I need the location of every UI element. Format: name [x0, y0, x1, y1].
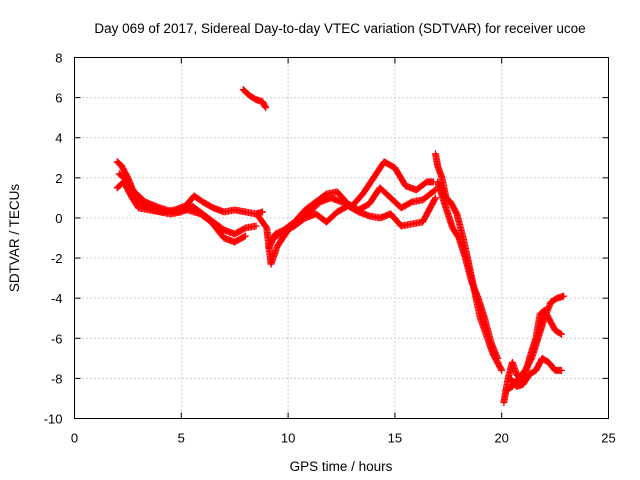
y-tick-label: 8	[55, 51, 62, 66]
x-tick-label: 10	[281, 431, 295, 446]
y-tick-label: -4	[51, 291, 63, 306]
y-axis-label: SDTVAR / TECUs	[7, 184, 22, 293]
data-point	[258, 208, 266, 216]
y-tick-label: 6	[55, 91, 62, 106]
data-point	[558, 330, 566, 338]
data-point	[497, 365, 505, 373]
data-point	[556, 329, 564, 337]
data-point	[262, 104, 270, 112]
data-point	[493, 354, 501, 362]
x-tick-label: 15	[388, 431, 402, 446]
x-tick-label: 20	[494, 431, 508, 446]
data-point	[252, 222, 260, 230]
y-tick-label: 2	[55, 171, 62, 186]
chart-title: Day 069 of 2017, Sidereal Day-to-day VTE…	[94, 21, 585, 36]
y-tick-label: -6	[51, 331, 63, 346]
data-point	[560, 292, 568, 300]
x-tick-labels: 0 5 10 15 20 25	[71, 431, 616, 446]
y-tick-labels: -10 -8 -6 -4 -2 0 2 4 6 8	[44, 51, 63, 427]
y-tick-label: -10	[44, 412, 63, 427]
data-points	[113, 86, 568, 406]
x-tick-label: 0	[71, 431, 78, 446]
y-tick-label: 4	[55, 131, 62, 146]
x-axis-label: GPS time / hours	[290, 459, 393, 474]
y-tick-label: -8	[51, 371, 63, 386]
data-point	[241, 232, 249, 240]
data-point	[240, 233, 248, 241]
y-tick-label: -2	[51, 251, 63, 266]
series-track-11	[502, 292, 568, 394]
x-tick-label: 25	[601, 431, 615, 446]
series-track-3	[115, 170, 249, 246]
data-point	[558, 366, 566, 374]
y-tick-label: 0	[55, 211, 62, 226]
series-track-7	[269, 194, 439, 242]
data-point	[431, 194, 439, 202]
data-point	[498, 366, 506, 374]
series-track-4	[239, 86, 270, 112]
data-point	[430, 187, 438, 195]
plot-frame	[74, 57, 609, 419]
series-track-9	[434, 178, 501, 362]
series-track-12	[506, 354, 566, 390]
x-tick-label: 5	[178, 431, 185, 446]
data-point	[431, 195, 439, 203]
